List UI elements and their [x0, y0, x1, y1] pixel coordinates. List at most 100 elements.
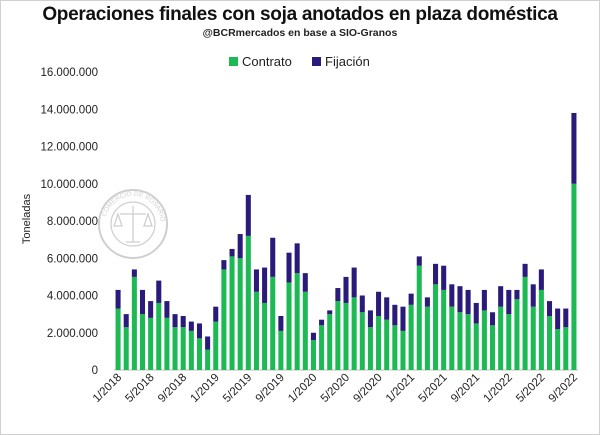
bar-fijacion: [286, 252, 292, 283]
bar-fijacion: [302, 273, 308, 292]
bar-fijacion: [319, 319, 325, 326]
x-tick-label: 5/2022: [514, 372, 547, 405]
y-axis: 0 2.000.000 4.000.000 6.000.000 8.000.000 10.…: [40, 67, 98, 377]
bar-contrato: [115, 308, 121, 370]
y-tick-label: 8.000.000: [47, 216, 98, 228]
bar-fijacion: [465, 289, 471, 315]
bar-contrato: [188, 330, 194, 370]
bar-contrato: [376, 315, 382, 370]
bar-contrato: [131, 276, 137, 371]
bar-fijacion: [253, 269, 259, 292]
bar-fijacion: [424, 297, 430, 307]
y-tick-label: 0: [92, 365, 98, 377]
bar-fijacion: [473, 302, 479, 324]
bar-fijacion: [457, 286, 463, 313]
bar-contrato: [538, 289, 544, 370]
bar-fijacion: [384, 297, 390, 320]
bar-contrato: [164, 317, 170, 370]
bar-fijacion: [433, 263, 439, 285]
x-tick-label: 1/2019: [189, 372, 222, 405]
bar-contrato: [286, 282, 292, 370]
bar-contrato: [392, 325, 398, 370]
bar-fijacion: [131, 269, 137, 277]
bar-contrato: [384, 319, 390, 370]
bar-contrato: [310, 340, 316, 370]
x-tick-label: 5/2018: [123, 372, 156, 405]
bar-fijacion: [506, 289, 512, 315]
bar-fijacion: [205, 336, 211, 350]
y-tick-label: 4.000.000: [47, 291, 98, 303]
chart-subtitle: @BCRmercados en base a SIO-Granos: [202, 27, 398, 39]
y-tick-label: 12.000.000: [40, 142, 98, 154]
bar-contrato: [424, 306, 430, 370]
y-tick-label: 14.000.000: [40, 104, 98, 116]
bar-contrato: [465, 314, 471, 371]
bar-contrato: [506, 314, 512, 371]
bar-contrato: [359, 312, 365, 370]
bar-fijacion: [351, 267, 357, 298]
bar-contrato: [490, 325, 496, 370]
bar-contrato: [237, 258, 243, 370]
bar-contrato: [367, 327, 373, 370]
y-axis-label: Toneladas: [21, 193, 33, 244]
bar-contrato: [213, 321, 219, 370]
bar-fijacion: [156, 280, 162, 303]
bar-contrato: [449, 306, 455, 370]
bars-group: [115, 112, 577, 371]
bar-fijacion: [172, 314, 178, 328]
bar-fijacion: [180, 315, 186, 328]
bar-fijacion: [262, 267, 268, 303]
bar-contrato: [481, 310, 487, 370]
bar-fijacion: [278, 315, 284, 331]
bar-contrato: [400, 330, 406, 370]
bar-contrato: [522, 276, 528, 371]
x-tick-label: 9/2021: [449, 372, 482, 405]
bar-fijacion: [294, 243, 300, 274]
bar-fijacion: [416, 256, 422, 266]
bar-contrato: [498, 306, 504, 370]
bar-contrato: [473, 323, 479, 370]
legend-swatch-contrato: [229, 57, 238, 66]
bar-fijacion: [376, 291, 382, 316]
bar-fijacion: [367, 310, 373, 328]
bar-contrato: [139, 314, 146, 371]
y-tick-label: 6.000.000: [47, 253, 98, 265]
bar-fijacion: [408, 293, 414, 305]
bar-fijacion: [213, 306, 219, 322]
legend-label-fijacion: Fijación: [325, 54, 370, 69]
bar-contrato: [416, 265, 422, 370]
x-tick-label: 9/2020: [351, 372, 384, 405]
bar-fijacion: [498, 286, 504, 307]
bar-fijacion: [148, 301, 154, 318]
bar-fijacion: [221, 260, 227, 270]
bar-fijacion: [571, 112, 577, 184]
bar-contrato: [457, 312, 463, 370]
bar-fijacion: [490, 312, 496, 326]
bolsa-de-comercio-seal-watermark: COMERCIO DE ROSARIO: [98, 189, 168, 259]
bar-contrato: [262, 302, 268, 370]
chart-title: Operaciones finales con soja anotados en…: [42, 4, 558, 25]
bar-contrato: [327, 314, 333, 371]
bar-contrato: [335, 301, 341, 370]
x-tick-label: 1/2021: [384, 372, 417, 405]
bar-contrato: [530, 306, 536, 370]
bar-fijacion: [441, 265, 447, 290]
bar-fijacion: [546, 301, 553, 316]
x-tick-label: 5/2019: [221, 372, 254, 405]
x-tick-label: 1/2022: [482, 372, 515, 405]
bar-fijacion: [555, 308, 561, 330]
bar-fijacion: [115, 289, 121, 309]
bar-fijacion: [123, 314, 129, 328]
bar-fijacion: [538, 269, 544, 290]
bar-fijacion: [400, 306, 406, 331]
bar-contrato: [563, 327, 569, 370]
bar-contrato: [156, 302, 162, 370]
bar-contrato: [205, 349, 211, 370]
bar-fijacion: [164, 301, 170, 318]
x-tick-label: 1/2020: [286, 372, 319, 405]
bar-contrato: [319, 325, 325, 370]
x-tick-label: 5/2020: [319, 372, 352, 405]
bar-fijacion: [449, 284, 455, 307]
bar-contrato: [555, 329, 561, 370]
